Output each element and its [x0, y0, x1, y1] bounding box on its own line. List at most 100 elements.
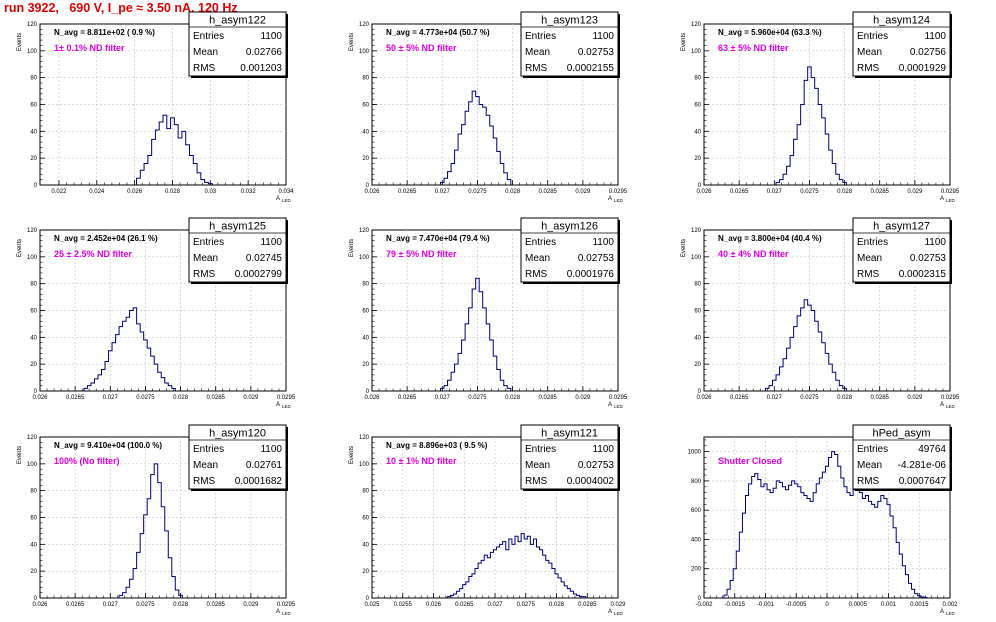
y-tick-label: 60 [30, 103, 37, 109]
y-axis-label: Events [17, 239, 23, 257]
y-tick-label: 0 [366, 596, 370, 602]
y-tick-label: 40 [30, 542, 37, 548]
y-tick-label: 0 [366, 183, 370, 189]
stats-key: Mean [193, 460, 218, 471]
y-tick-label: 60 [694, 103, 701, 109]
x-tick-label: 0.0275 [517, 602, 536, 608]
x-tick-label: 0.0285 [539, 189, 558, 195]
stats-title: h_asym125 [209, 221, 266, 233]
stats-value: 0.0007647 [899, 476, 947, 487]
y-tick-label: 120 [359, 228, 370, 234]
filter-label: 50 ± 5% ND filter [386, 43, 457, 53]
stats-box [852, 11, 951, 77]
stats-value: 0.0001976 [567, 269, 615, 280]
x-axis-label-sub: LED [946, 611, 956, 616]
stats-key: Mean [857, 47, 882, 58]
x-axis-label-sub: LED [282, 404, 292, 409]
x-tick-label: 0.034 [278, 189, 294, 195]
x-tick-label: 0.0275 [800, 395, 819, 401]
x-tick-label: 0.0255 [394, 602, 413, 608]
x-tick-label: -0.001 [757, 602, 775, 608]
stats-shadow [950, 427, 952, 491]
y-tick-label: 1000 [688, 450, 702, 456]
stats-key: Entries [525, 444, 556, 455]
stats-key: Entries [857, 237, 888, 248]
x-tick-label: 0.026 [364, 189, 380, 195]
x-tick-label: 0.026 [127, 189, 143, 195]
stats-box [520, 11, 619, 77]
stats-value: 0.02756 [910, 47, 947, 58]
stats-value: 0.02753 [578, 460, 615, 471]
x-tick-label: 0.0265 [66, 395, 85, 401]
y-tick-label: 20 [30, 569, 37, 575]
x-tick-label: 0.0285 [207, 395, 226, 401]
stats-key: Entries [193, 31, 224, 42]
stats-key: RMS [857, 476, 880, 487]
y-tick-label: 120 [27, 228, 38, 234]
x-tick-label: 0.0285 [207, 602, 226, 608]
x-tick-label: 0.001 [881, 602, 897, 608]
x-tick-label: 0.027 [767, 395, 783, 401]
x-tick-label: 0.03 [204, 189, 216, 195]
y-tick-label: 20 [30, 362, 37, 368]
navg-label: N_avg = 8.811e+02 ( 0.9 %) [54, 28, 155, 37]
stats-value: -4.281e-06 [898, 460, 947, 471]
stats-value: 0.0002799 [235, 269, 283, 280]
navg-label: N_avg = 8.896e+03 ( 9.5 %) [386, 441, 488, 450]
stats-value: 0.02753 [578, 47, 615, 58]
x-tick-label: 0.027 [435, 395, 451, 401]
x-tick-label: 0.0265 [730, 189, 749, 195]
x-tick-label: 0.027 [487, 602, 503, 608]
histogram-panel-hPed_asym: -0.002 -0.0015 -0.001 -0.0005 0 0.0005 0.001 0.… [688, 424, 958, 616]
y-tick-label: 20 [694, 362, 701, 368]
y-axis-label: Events [17, 33, 23, 51]
navg-label: N_avg = 2.452e+04 (26.1 %) [54, 234, 158, 243]
x-tick-label: 0.0265 [398, 189, 417, 195]
x-axis-label-sub: LED [282, 611, 292, 616]
stats-value: 0.02761 [246, 460, 283, 471]
x-tick-label: 0.028 [173, 395, 189, 401]
x-tick-label: 0.028 [505, 189, 521, 195]
stats-shadow [618, 427, 620, 491]
y-tick-label: 80 [30, 282, 37, 288]
x-axis-label-sub: LED [282, 198, 292, 203]
y-tick-label: 40 [362, 542, 369, 548]
x-tick-label: 0.0295 [609, 189, 628, 195]
stats-key: RMS [193, 63, 216, 74]
x-axis-label: A [608, 402, 612, 408]
y-axis-label: Events [681, 239, 687, 257]
y-tick-label: 0 [34, 389, 38, 395]
x-axis-label: A [608, 196, 612, 202]
stats-key: Entries [857, 31, 888, 42]
stats-value: 1100 [592, 444, 614, 455]
x-tick-label: 0.026 [32, 395, 48, 401]
y-tick-label: 60 [362, 516, 369, 522]
y-axis-label: Events [681, 33, 687, 51]
y-tick-label: 0 [366, 389, 370, 395]
navg-label: N_avg = 9.410e+04 (100.0 %) [54, 441, 162, 450]
y-tick-label: 80 [694, 76, 701, 82]
y-tick-label: 120 [359, 435, 370, 441]
stats-box [188, 424, 287, 490]
x-tick-label: 0.029 [243, 395, 259, 401]
stats-shadow [950, 220, 952, 284]
x-tick-label: 0.026 [696, 189, 712, 195]
x-tick-label: 0.029 [610, 602, 626, 608]
y-tick-label: 40 [694, 335, 701, 341]
histogram-panel-h_asym122: 0.022 0.024 0.026 0.028 0.03 0.032 0.034 0 20 40 6… [17, 11, 294, 203]
stats-shadow [855, 76, 952, 78]
x-tick-label: 0.027 [103, 395, 119, 401]
x-tick-label: 0.027 [767, 189, 783, 195]
stats-shadow [523, 76, 620, 78]
histogram-series [440, 277, 512, 391]
y-tick-label: 20 [362, 569, 369, 575]
y-tick-label: 100 [359, 255, 370, 261]
y-tick-label: 0 [34, 183, 38, 189]
navg-label: N_avg = 7.470e+04 (79.4 %) [386, 234, 490, 243]
stats-key: Entries [193, 444, 224, 455]
stats-value: 1100 [592, 31, 614, 42]
y-tick-label: 80 [694, 282, 701, 288]
x-tick-label: -0.0015 [725, 602, 746, 608]
y-tick-label: 120 [27, 22, 38, 28]
